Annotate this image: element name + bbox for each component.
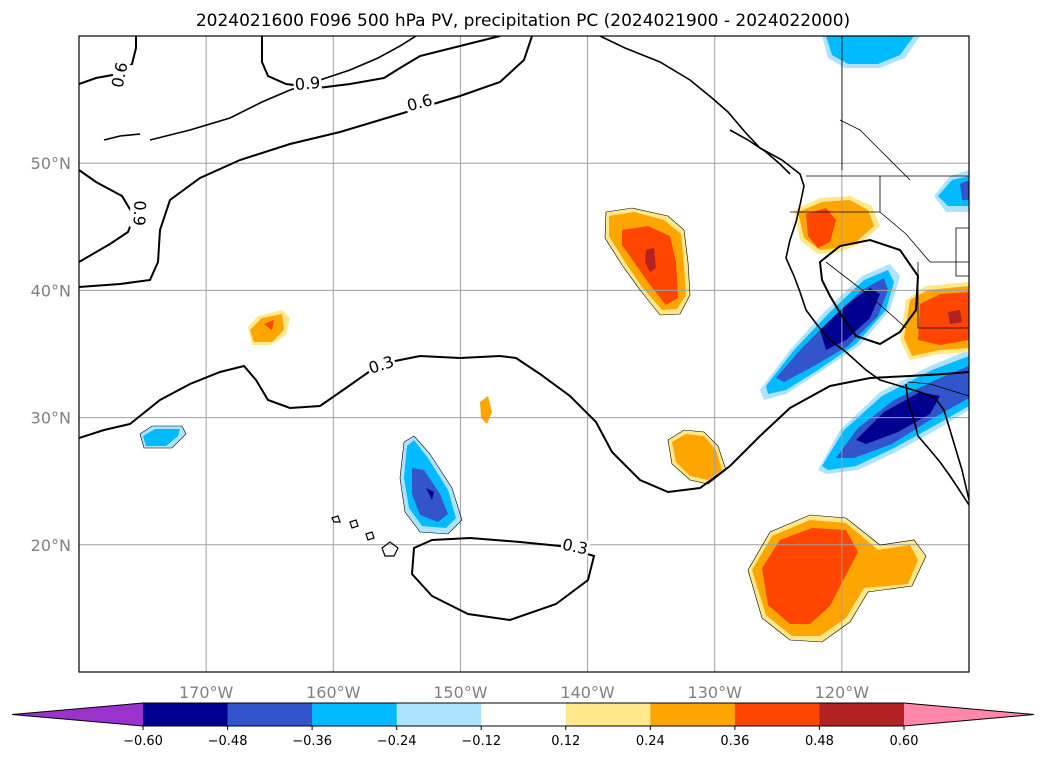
precip-blob-montana-peak	[960, 180, 969, 200]
precip-blob-baja-core	[762, 528, 858, 624]
precip-blob-175w-core	[143, 429, 180, 446]
latitude-labels: 50°N 40°N 30°N 20°N	[31, 154, 71, 555]
colorbar-extend-max	[904, 703, 1034, 726]
lat-tick-label: 20°N	[31, 536, 71, 555]
longitude-labels: 170°W 160°W 150°W 140°W 130°W 120°W	[179, 683, 869, 702]
precip-blob-north-blue-core	[826, 36, 914, 64]
pv-contours	[79, 36, 969, 622]
lat-tick-label: 30°N	[31, 409, 71, 428]
coastline-north-america	[599, 36, 969, 501]
contour-0.6-main	[79, 36, 533, 288]
precip-blob-165w-core	[250, 314, 284, 342]
contour-label-0.9-left: 0.9	[130, 200, 150, 226]
border-idaho	[879, 211, 969, 263]
lon-tick-label: 120°W	[815, 683, 870, 702]
outline-pacific-warm	[604, 207, 691, 316]
contour-0.9-top	[261, 36, 501, 90]
colorbar-segment	[650, 703, 736, 726]
contour-0.3-main	[79, 354, 969, 494]
contour-0.3-closed	[410, 536, 596, 622]
precip-blob-165w-peak	[264, 320, 274, 330]
figure-title: 2024021600 F096 500 hPa PV, precipitatio…	[196, 11, 850, 31]
lon-tick-label: 150°W	[433, 683, 488, 702]
precip-blob-pacific-warm-peak	[645, 248, 656, 272]
colorbar-segment	[734, 703, 820, 726]
outline-175w	[139, 425, 187, 449]
outline-132w	[667, 429, 727, 485]
colorbar-segment	[396, 703, 482, 726]
colorbar-extend-min	[12, 703, 143, 726]
precip-blob-great-basin-core	[918, 292, 969, 345]
border-canada-coast	[839, 119, 911, 181]
colorbar-tick-label: 0.60	[890, 734, 919, 749]
island-hawaii-big	[381, 541, 399, 557]
contour-label-bg	[292, 73, 323, 95]
lat-tick-label: 50°N	[31, 154, 71, 173]
colorbar-tick-label: 0.24	[636, 734, 665, 749]
colorbar-segment	[819, 703, 905, 726]
colorbar-tick-label: 0.12	[551, 734, 580, 749]
colorbar-tick-label: −0.60	[123, 734, 163, 749]
island-maui	[365, 531, 375, 541]
precip-blob-oregon-core	[806, 208, 836, 248]
island-kauai	[331, 515, 341, 523]
colorbar-segment	[312, 703, 398, 726]
contour-label-bg	[403, 90, 436, 116]
lon-tick-label: 130°W	[688, 683, 743, 702]
colorbar-tick-label: 0.48	[805, 734, 834, 749]
outline-baja	[747, 514, 927, 643]
colorbar-segment	[565, 703, 651, 726]
precip-blob-hawaii-peak	[426, 488, 434, 500]
colorbar-tick-label: 0.36	[720, 734, 749, 749]
colorbar: −0.60 −0.48 −0.36 −0.24 −0.12 0.12 0.24 0.36 0.4…	[11, 702, 1035, 749]
map-panel: 0.6 0.9 0.6 0.9 0.3 0.3	[31, 35, 970, 702]
map-frame	[78, 35, 970, 673]
contour-label-bg	[559, 535, 591, 559]
colorbar-tick-label: −0.48	[208, 734, 248, 749]
colorbar-segment	[143, 703, 229, 726]
island-aleutian	[103, 133, 141, 141]
outline-hawaii	[399, 435, 463, 535]
islands	[331, 515, 399, 557]
contour-label-bg	[129, 198, 149, 228]
island-oahu	[349, 519, 359, 529]
precip-outlines	[139, 207, 927, 643]
border-california-nevada	[825, 261, 907, 329]
precip-blob-132w-core	[672, 434, 722, 480]
lon-tick-label: 170°W	[179, 683, 234, 702]
colorbar-segment	[481, 703, 567, 726]
lat-tick-label: 40°N	[31, 281, 71, 300]
contour-label-0.3-closed: 0.3	[561, 535, 590, 559]
contour-label-bg	[365, 352, 398, 379]
contour-label-0.9-top: 0.9	[294, 73, 321, 94]
precipitation-shading	[140, 36, 969, 642]
colorbar-tick-label: −0.24	[377, 734, 417, 749]
border-wyoming	[955, 227, 969, 277]
colorbar-tick-label: −0.36	[292, 734, 332, 749]
lon-tick-label: 160°W	[306, 683, 361, 702]
lon-tick-label: 140°W	[560, 683, 615, 702]
colorbar-segment	[227, 703, 313, 726]
precip-band-california-peak	[820, 288, 880, 350]
coastline-vancouver-island	[729, 129, 791, 175]
precip-blob-148w	[480, 396, 492, 424]
contour-label-bg	[110, 61, 134, 89]
colorbar-tick-label: −0.12	[461, 734, 501, 749]
border-mexico	[907, 381, 969, 397]
gridlines	[79, 36, 969, 672]
contour-california-loop	[818, 238, 920, 346]
coastline-baja	[905, 383, 969, 506]
precip-blob-great-basin-peak	[948, 310, 962, 324]
contour-label-0.6-top-left: 0.6	[108, 60, 132, 89]
